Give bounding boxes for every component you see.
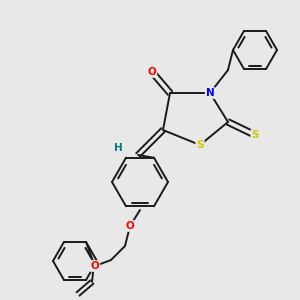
Text: H: H [114, 143, 122, 153]
Text: S: S [251, 130, 259, 140]
Text: S: S [196, 140, 204, 150]
Text: O: O [148, 67, 156, 77]
Text: N: N [206, 88, 214, 98]
Text: O: O [91, 261, 99, 271]
Text: O: O [126, 221, 134, 231]
